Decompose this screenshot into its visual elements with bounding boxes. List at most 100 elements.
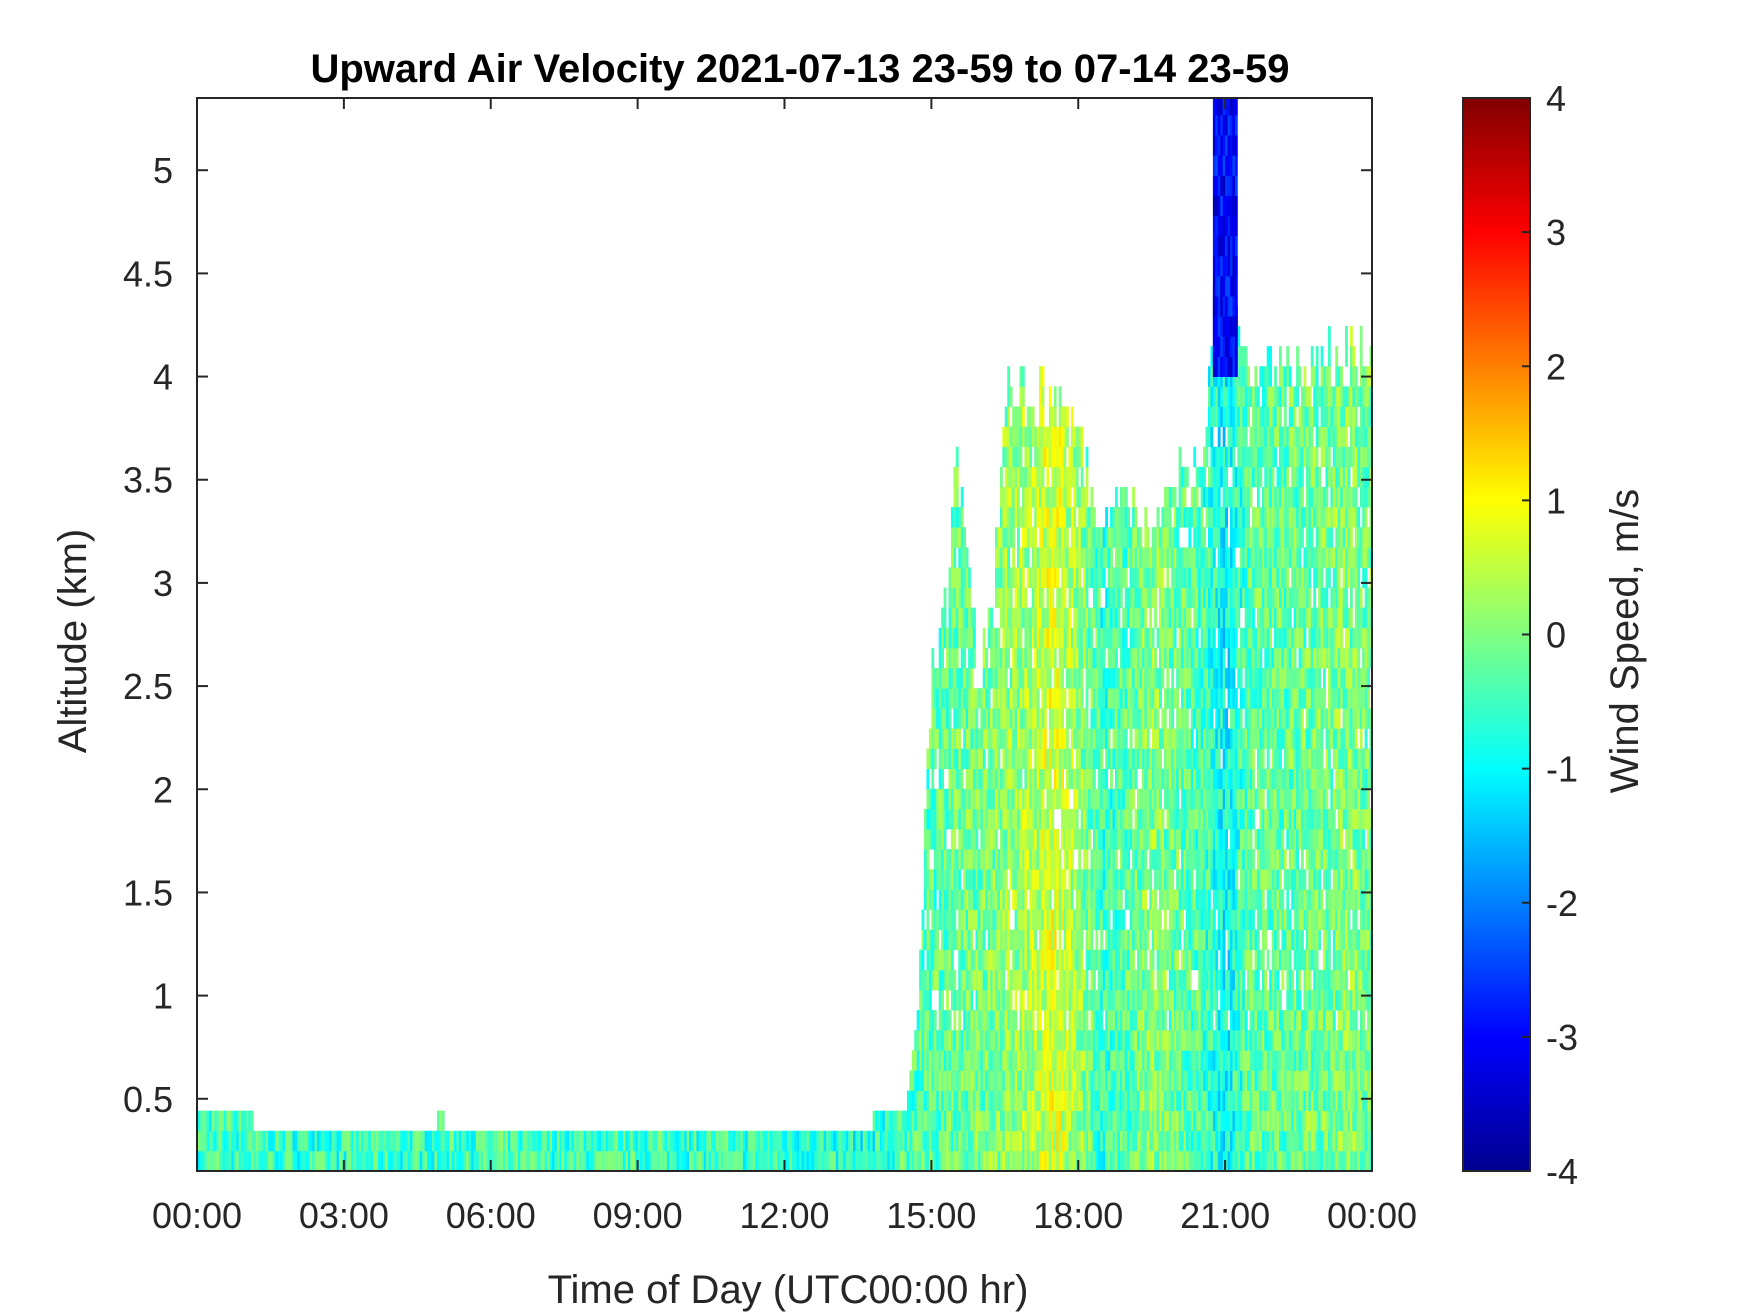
- heatmap-cell-2798: [1090, 1110, 1094, 1132]
- heatmap-cell-1698: [1012, 567, 1016, 588]
- heatmap-cell-3713: [1161, 627, 1165, 649]
- heatmap-cell-1583: [1004, 748, 1008, 770]
- heatmap-cell-4412: [1212, 567, 1216, 588]
- heatmap-cell-3866: [1173, 728, 1177, 749]
- heatmap-cell-1590: [1004, 607, 1008, 629]
- heatmap-cell-1657: [1009, 728, 1013, 749]
- heatmap-cell-758: [933, 1070, 937, 1091]
- heatmap-cell-4724: [1230, 647, 1233, 669]
- heatmap-cell-679: [924, 1050, 927, 1071]
- heatmap-cell-2703: [1083, 1150, 1086, 1171]
- heatmap-cell-1009: [955, 768, 959, 790]
- heatmap-cell-3155: [1117, 768, 1121, 790]
- heatmap-cell-4844: [1237, 889, 1241, 910]
- heatmap-cell-3813: [1171, 1150, 1175, 1171]
- heatmap-cell-1301: [980, 688, 984, 709]
- heatmap-cell-2509: [1068, 889, 1072, 910]
- heatmap-cell-1381: [990, 1130, 993, 1152]
- heatmap-cell-3482: [1144, 1150, 1148, 1171]
- heatmap-cell-3663: [1159, 1090, 1162, 1112]
- heatmap-cell-2878: [1095, 728, 1099, 749]
- heatmap-cell-154: [356, 1130, 359, 1152]
- heatmap-cell-1219: [972, 869, 976, 890]
- heatmap-cell-2198: [1046, 748, 1050, 770]
- heatmap-cell-2167: [1043, 668, 1047, 689]
- heatmap-cell-1446: [995, 909, 998, 930]
- heatmap-cell-2961: [1102, 909, 1106, 930]
- heatmap-cell-691: [926, 1130, 930, 1152]
- heatmap-cell-685: [924, 889, 927, 910]
- heatmap-cell-3440: [1139, 728, 1143, 749]
- heatmap-cell-2569: [1073, 1050, 1077, 1071]
- heatmap-cell-1049: [958, 668, 962, 689]
- heatmap-cell-97: [287, 1150, 291, 1171]
- heatmap-cell-2594: [1073, 486, 1077, 508]
- heatmap-cell-1271: [977, 849, 981, 870]
- heatmap-cell-3152: [1117, 828, 1121, 850]
- heatmap-cell-1529: [1002, 1130, 1006, 1152]
- heatmap-cell-1218: [972, 889, 976, 910]
- heatmap-cell-141: [341, 1150, 345, 1171]
- heatmap-cell-4286: [1205, 849, 1209, 870]
- heatmap-cell-1092: [963, 1070, 967, 1091]
- heatmap-cell-4346: [1210, 1130, 1214, 1152]
- heatmap-cell-2898: [1097, 969, 1101, 991]
- heatmap-cell-3159: [1117, 688, 1121, 709]
- heatmap-cell-2593: [1073, 507, 1077, 528]
- heatmap-cell-380: [630, 1150, 634, 1171]
- heatmap-cell-742: [931, 889, 935, 910]
- heatmap-cell-2133: [1041, 567, 1045, 588]
- heatmap-cell-2922: [1100, 1110, 1104, 1132]
- heatmap-cell-2380: [1058, 627, 1062, 649]
- heatmap-cell-1031: [958, 1030, 962, 1051]
- heatmap-cell-4132: [1193, 486, 1197, 508]
- heatmap-cell-690: [926, 1150, 930, 1171]
- heatmap-cell-3167: [1117, 507, 1121, 528]
- heatmap-cell-3231: [1122, 507, 1126, 528]
- heatmap-cell-2641: [1078, 989, 1082, 1011]
- heatmap-cell-4685: [1227, 486, 1231, 508]
- heatmap-cell-3394: [1137, 1050, 1140, 1071]
- heatmap-cell-1307: [982, 1050, 986, 1071]
- heatmap-cell-2034: [1036, 1090, 1040, 1112]
- heatmap-cell-867: [943, 808, 947, 830]
- heatmap-cell-418: [676, 1150, 680, 1171]
- heatmap-cell-4439: [1215, 869, 1219, 890]
- heatmap-cell-2400: [1061, 989, 1064, 1011]
- heatmap-cell-2956: [1102, 1050, 1106, 1071]
- heatmap-cell-1414: [992, 1010, 996, 1031]
- heatmap-cell-3208: [1122, 1010, 1126, 1031]
- heatmap-cell-2014: [1034, 748, 1038, 770]
- heatmap-cell-3775: [1166, 587, 1170, 609]
- heatmap-cell-1800: [1019, 728, 1023, 749]
- heatmap-cell-461: [728, 1130, 732, 1152]
- heatmap-cell-164: [368, 1130, 372, 1152]
- heatmap-cell-4958: [1244, 909, 1248, 930]
- heatmap-cell-3680: [1159, 748, 1162, 770]
- heatmap-cell-4022: [1185, 828, 1189, 850]
- heatmap-cell-241: [458, 1130, 462, 1152]
- heatmap-cell-3160: [1117, 668, 1121, 689]
- heatmap-cell-479: [750, 1130, 754, 1152]
- heatmap-cell-2436: [1063, 989, 1067, 1011]
- heatmap-cell-1224: [972, 768, 976, 790]
- heatmap-cell-4034: [1185, 587, 1189, 609]
- heatmap-cell-3985: [1183, 889, 1187, 910]
- heatmap-cell-1879: [1024, 627, 1028, 649]
- heatmap-cell-3640: [1156, 969, 1160, 991]
- heatmap-cell-2762: [1085, 567, 1089, 588]
- heatmap-cell-2962: [1102, 889, 1106, 910]
- heatmap-cell-1139: [965, 748, 969, 770]
- heatmap-cell-2499: [1068, 1090, 1072, 1112]
- heatmap-cell-1397: [990, 808, 993, 830]
- heatmap-cell-55: [241, 1130, 244, 1152]
- heatmap-cell-4949: [1244, 1110, 1248, 1132]
- heatmap-cell-470: [740, 1150, 744, 1171]
- heatmap-cell-3093: [1112, 708, 1116, 729]
- heatmap-cell-3512: [1144, 547, 1148, 568]
- heatmap-cell-4760: [1232, 889, 1236, 910]
- heatmap-cell-3292: [1127, 547, 1131, 568]
- heatmap-cell-2076: [1039, 949, 1042, 971]
- heatmap-cell-2820: [1090, 647, 1094, 669]
- heatmap-cell-4284: [1205, 889, 1209, 910]
